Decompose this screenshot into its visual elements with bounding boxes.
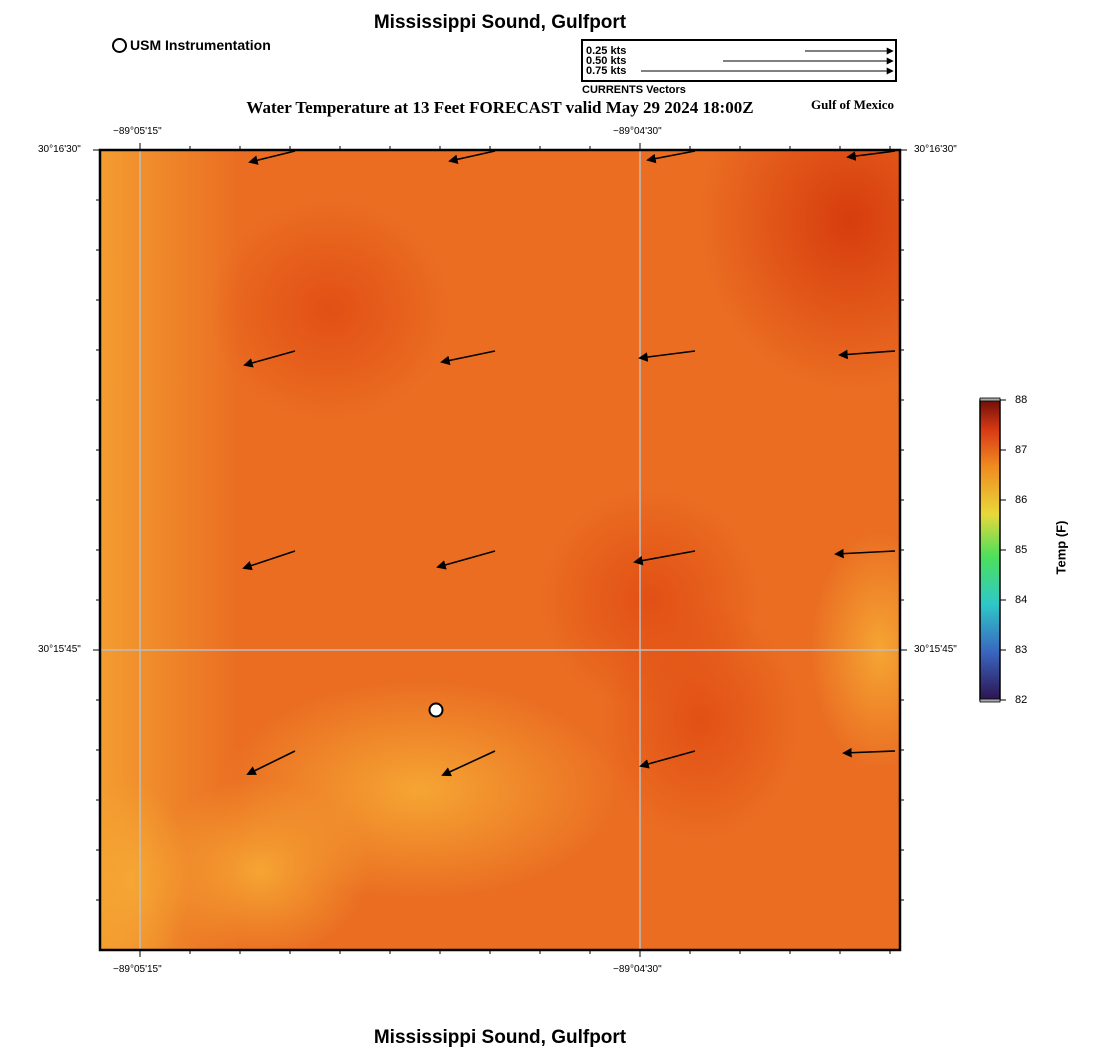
vector-scale-arrows [641,47,894,75]
vector-caption: CURRENTS Vectors [582,84,686,96]
vector-scale-legend: 0.25 kts 0.50 kts 0.75 kts [581,39,897,82]
map-subtitle: Water Temperature at 13 Feet FORECAST va… [246,98,754,117]
current-arrow-icon [834,548,896,559]
colorbar [979,399,1001,701]
current-arrow-icon [440,350,496,366]
lon-tick-label: −89°04'30" [613,126,662,137]
map-title: Mississippi Sound, Gulfport [373,12,627,33]
current-arrow-icon [842,747,896,758]
lat-tick-label: 30°15'45" [38,644,81,655]
lon-tick-label: −89°04'30" [613,964,662,975]
current-arrow-icon [441,750,496,777]
current-arrow-icon [448,150,496,165]
station-circle-icon [428,702,444,718]
lon-tick-label: −89°05'15" [113,126,162,137]
current-arrow-icon [248,150,296,165]
current-vectors [242,150,896,777]
current-arrow-icon [246,750,296,775]
frame-ticks [93,143,907,957]
lat-tick-label: 30°16'30" [38,144,81,155]
colorbar-tick-label: 83 [1015,644,1028,656]
colorbar-tick-label: 82 [1015,694,1028,706]
lat-tick-label: 30°15'45" [914,644,957,655]
lat-tick-label: 30°16'30" [914,144,957,155]
colorbar-tick-label: 88 [1015,394,1028,406]
current-arrow-icon [639,750,696,769]
vector-scale-label: 0.75 kts [586,65,627,77]
colorbar-tick-label: 86 [1015,494,1028,506]
colorbar-ticks [1000,399,1006,701]
current-arrow-icon [243,350,296,368]
station-circle-icon [112,37,127,53]
current-arrow-icon [633,550,696,566]
current-arrow-icon [638,350,696,362]
current-arrow-icon [838,349,896,360]
current-arrow-icon [646,150,696,164]
current-arrow-icon [846,150,896,161]
temperature-field [100,150,900,950]
current-arrow-icon [242,550,296,571]
station-legend: USM Instrumentation [112,37,271,53]
region-label: Gulf of Mexico [811,97,895,112]
colorbar-tick-label: 84 [1015,594,1028,606]
colorbar-title: Temp (F) [1053,520,1069,575]
map-footer-title: Mississippi Sound, Gulfport [373,1027,627,1048]
lon-tick-label: −89°05'15" [113,964,162,975]
graticule [100,150,900,950]
current-arrow-icon [436,550,496,570]
vector-scale-label: 0.50 kts [586,55,627,67]
vector-scale-label: 0.25 kts [586,45,627,57]
colorbar-tick-label: 87 [1015,444,1028,456]
station-legend-label: USM Instrumentation [130,37,271,53]
colorbar-tick-label: 85 [1015,544,1028,556]
